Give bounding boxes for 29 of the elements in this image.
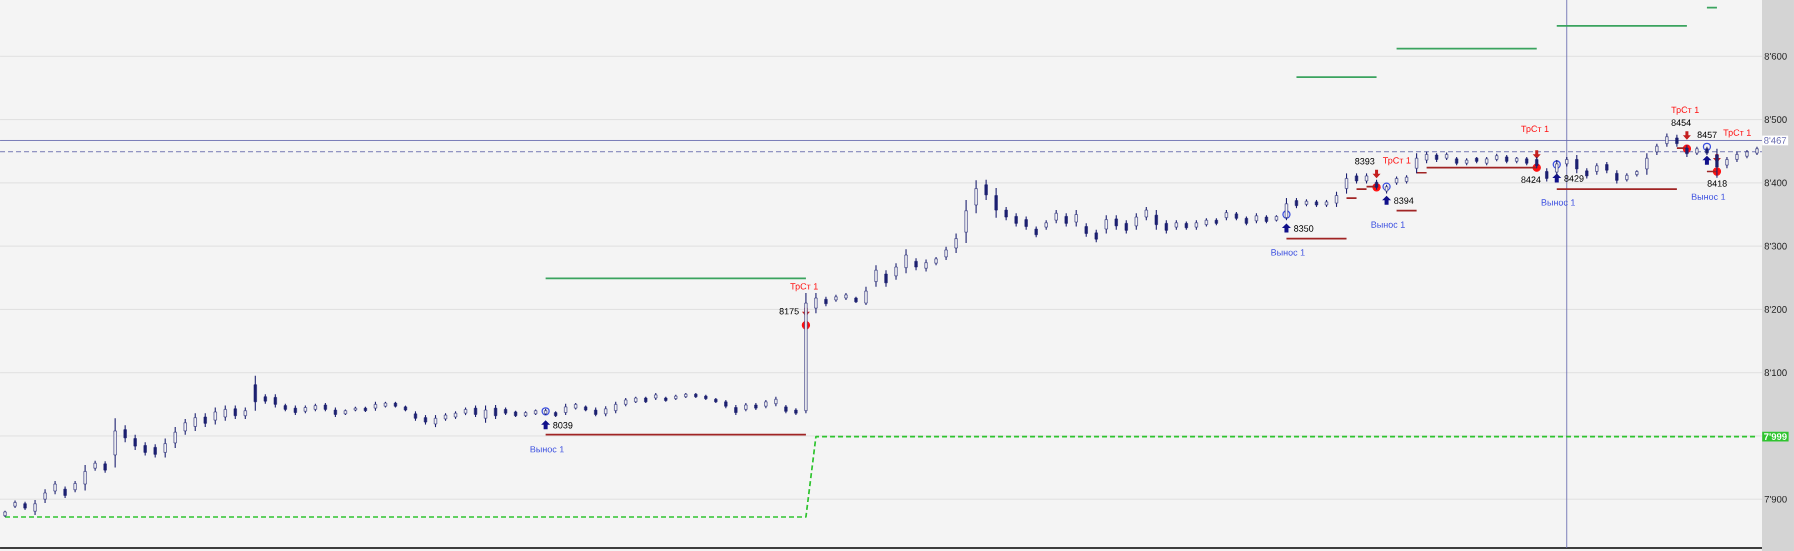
text: Вынос 1	[1691, 193, 1726, 200]
text: Вынос 1	[1271, 249, 1305, 256]
y-tick-label: 8'500	[1764, 116, 1787, 123]
text: ТрСт 1	[1521, 125, 1549, 134]
text: ТрСт 1	[790, 283, 818, 292]
data-label: 8418	[1707, 180, 1727, 187]
ref-line-label: 8'467	[1764, 137, 1787, 144]
data-label: 8429	[1564, 175, 1584, 182]
data-label: 7'999	[1764, 433, 1787, 440]
data-label: 8454	[1671, 119, 1691, 126]
data-label: 8393	[1355, 158, 1375, 165]
y-tick-label: 8'100	[1764, 369, 1787, 377]
text: Вынос 1	[530, 446, 564, 453]
text: ТрСт 1	[1382, 157, 1411, 166]
data-label: 8175	[779, 308, 799, 315]
data-label: 8039	[553, 422, 573, 429]
data-label: 8350	[1294, 225, 1314, 232]
text: Вынос 1	[1371, 221, 1405, 228]
y-tick-label: 8'300	[1764, 242, 1787, 250]
data-label: 8457	[1697, 131, 1717, 138]
text: ТрСт 1	[1723, 129, 1751, 138]
y-tick-label: 7'900	[1764, 495, 1787, 503]
y-tick-label: 8'200	[1764, 306, 1787, 313]
y-tick-label: 8'600	[1764, 52, 1787, 60]
text: ТрСт 1	[1671, 106, 1699, 115]
text: Вынос 1	[1541, 199, 1575, 206]
data-label: 8424	[1521, 176, 1541, 183]
y-tick-label: 8'400	[1764, 179, 1787, 187]
data-label: 8394	[1394, 197, 1414, 204]
